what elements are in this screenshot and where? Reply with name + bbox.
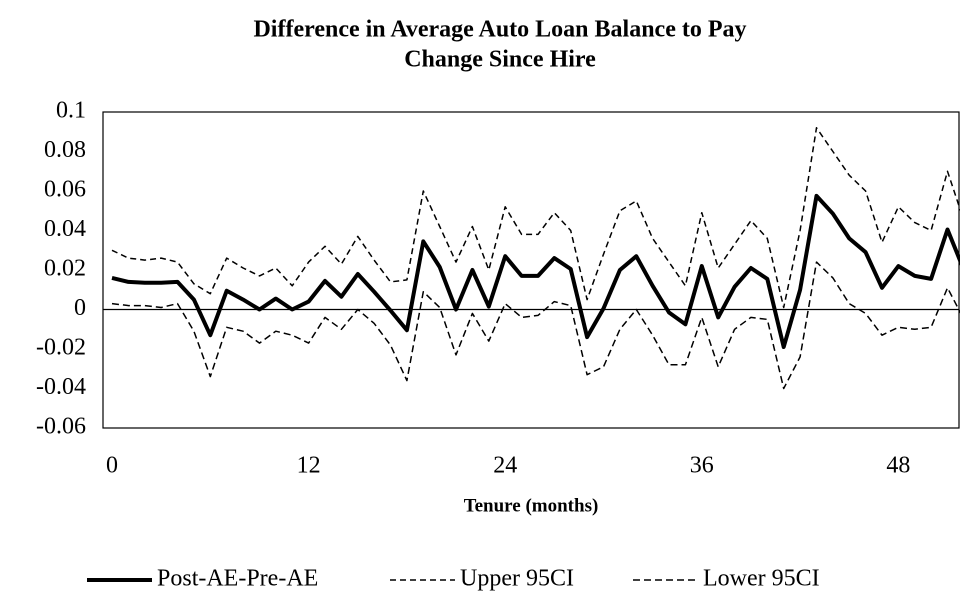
y-tick-label: 0.04	[44, 216, 86, 242]
series-line	[111, 127, 960, 309]
legend-label: Post-AE-Pre-AE	[157, 566, 318, 592]
chart-title: Difference in Average Auto Loan Balance …	[253, 17, 746, 43]
y-tick-label: 0.08	[44, 137, 86, 163]
chart-title: Change Since Hire	[404, 47, 596, 73]
series-line	[111, 261, 960, 390]
y-tick-label: -0.06	[36, 414, 86, 440]
series-line	[111, 193, 960, 349]
x-tick-label: 12	[297, 453, 321, 479]
x-axis-label: Tenure (months)	[464, 495, 599, 516]
y-tick-label: 0.06	[44, 177, 86, 203]
plot-frame	[102, 111, 960, 429]
legend-label: Lower 95CI	[703, 566, 820, 592]
y-tick-label: 0.1	[56, 98, 86, 124]
plot-area	[111, 127, 960, 390]
x-tick-label: 36	[690, 453, 714, 479]
x-tick-label: 24	[493, 453, 517, 479]
y-tick-label: 0	[74, 295, 86, 321]
legend-label: Upper 95CI	[460, 566, 574, 592]
x-tick-label: 0	[106, 453, 118, 479]
x-tick-label: 48	[886, 453, 910, 479]
y-tick-label: -0.02	[36, 335, 86, 361]
y-tick-label: -0.04	[36, 374, 86, 400]
y-tick-label: 0.02	[44, 256, 86, 282]
